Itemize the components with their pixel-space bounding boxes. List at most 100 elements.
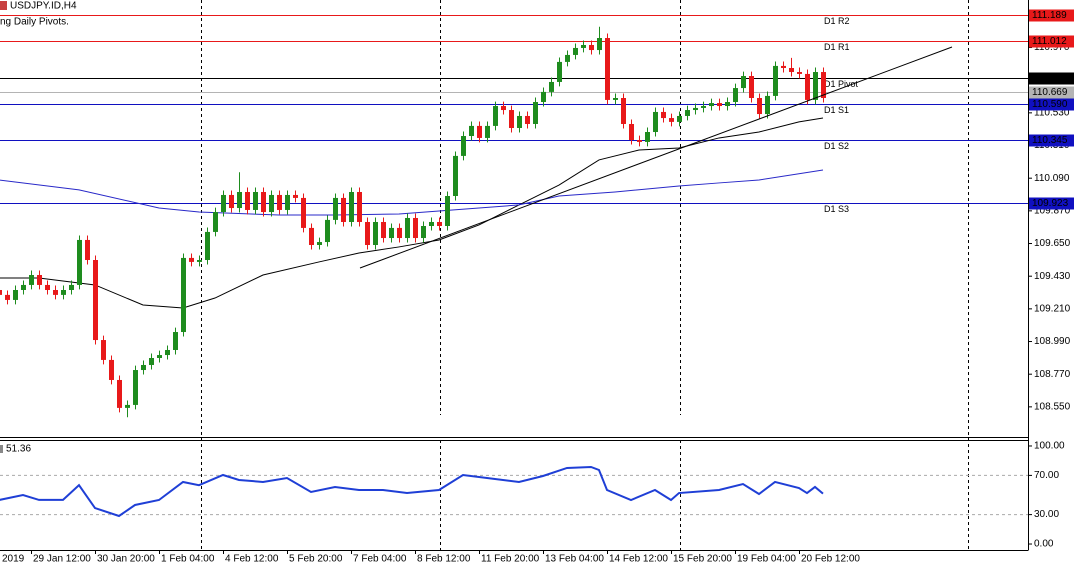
candle-body [69,284,74,290]
candle-body [317,242,322,246]
candle-body [301,197,306,228]
candle-body [637,140,642,142]
y-tick-label: 108.770 [1034,369,1071,380]
candle-body [733,88,738,103]
rsi-panel [0,465,1028,518]
level-name: D1 S1 [824,105,849,115]
level-name: D1 S2 [824,141,849,151]
candle-body [757,98,762,115]
candle-body [149,358,154,365]
candle-body [557,61,562,82]
candle-body [61,289,66,295]
rsi-line [0,465,824,518]
candle-body [525,115,530,124]
y-tick-label: 109.430 [1034,271,1071,282]
candle-body [613,98,618,100]
candle-body [629,123,634,141]
level-price-label: 111.189 [1032,10,1067,21]
candle-body [469,125,474,137]
level-name: D1 S3 [824,204,849,214]
candle-body [37,274,42,285]
candle-body [589,44,594,51]
candle-body [341,197,346,222]
candle-body [181,257,186,333]
y-tick-label: 100.00 [1034,441,1065,452]
candle-body [677,115,682,122]
x-tick-label: 4 Feb 12:00 [225,554,279,565]
candle-body [373,221,378,246]
level-price-box [1029,98,1074,111]
candle-body [381,221,386,239]
x-tick-label: 30 Jan 20:00 [97,554,155,565]
candle-body [773,65,778,96]
candle-body [309,227,314,246]
candle-body [581,44,586,48]
candle-body [405,217,410,239]
level-price-box [1029,35,1074,48]
candle-body [229,194,234,209]
y-tick-label: 109.210 [1034,303,1071,314]
candle-body [261,191,266,213]
candle-body [101,340,106,360]
trend-line [359,46,953,269]
candle-body [725,102,730,107]
level-price-label: 110.345 [1032,135,1068,146]
candle-body [0,289,2,295]
candle-body [781,65,786,69]
x-tick-label: 15 Feb 20:00 [673,554,732,565]
candle-body [517,115,522,128]
level-price-label: 110.767 [1032,73,1068,84]
indicator-icon [0,445,3,453]
level-name: D1 Pivot [824,79,859,89]
candle-body [133,370,138,405]
candle-body [349,191,354,222]
chart-title: USDJPY.ID,H4 [10,1,77,12]
moving-average [0,169,824,216]
candle-body [741,76,746,89]
x-tick-label: 2019 [2,554,25,565]
candle-body [661,111,666,119]
frame [0,0,1029,551]
y-tick-label: 110.970 [1034,42,1070,53]
candle-body [141,364,146,371]
y-tick-label: 110.530 [1034,107,1070,118]
candle-body [85,239,90,261]
candle-body [125,404,130,408]
level-price-label: 110.590 [1032,99,1068,110]
candle-body [333,197,338,220]
x-tick-label: 11 Feb 20:00 [481,554,540,565]
candle-body [237,191,242,209]
candle-body [325,219,330,243]
level-price-box [1029,197,1074,210]
candle-body [573,47,578,55]
x-tick-label: 29 Jan 12:00 [33,554,91,565]
rsi-current-value: 51.36 [6,444,31,455]
candle-body [365,221,370,246]
x-tick-label: 14 Feb 12:00 [609,554,668,565]
axes: 110.970110.750110.530110.310110.090109.8… [2,9,1074,565]
candle-body [437,221,442,226]
candle-body [245,191,250,210]
candle-body [709,103,714,107]
candle-body [565,54,570,62]
candle-body [621,98,626,124]
candle-body [653,111,658,133]
x-tick-label: 1 Feb 04:00 [161,554,215,565]
y-tick-label: 0.00 [1034,539,1054,550]
candle-body [277,194,282,210]
candle-body [29,274,34,285]
candle-body [221,194,226,213]
candle-body [45,284,50,290]
candle-body [421,225,426,239]
candle-body [477,125,482,138]
y-tick-label: 108.990 [1034,336,1071,347]
x-tick-label: 13 Feb 04:00 [545,554,604,565]
candle-body [5,294,10,300]
x-tick-label: 19 Feb 04:00 [737,554,796,565]
candle-body [269,194,274,213]
candle-body [77,239,82,285]
y-tick-label: 109.870 [1034,205,1071,216]
candle-body [357,191,362,222]
candle-body [21,284,26,290]
candle-body [605,38,610,100]
